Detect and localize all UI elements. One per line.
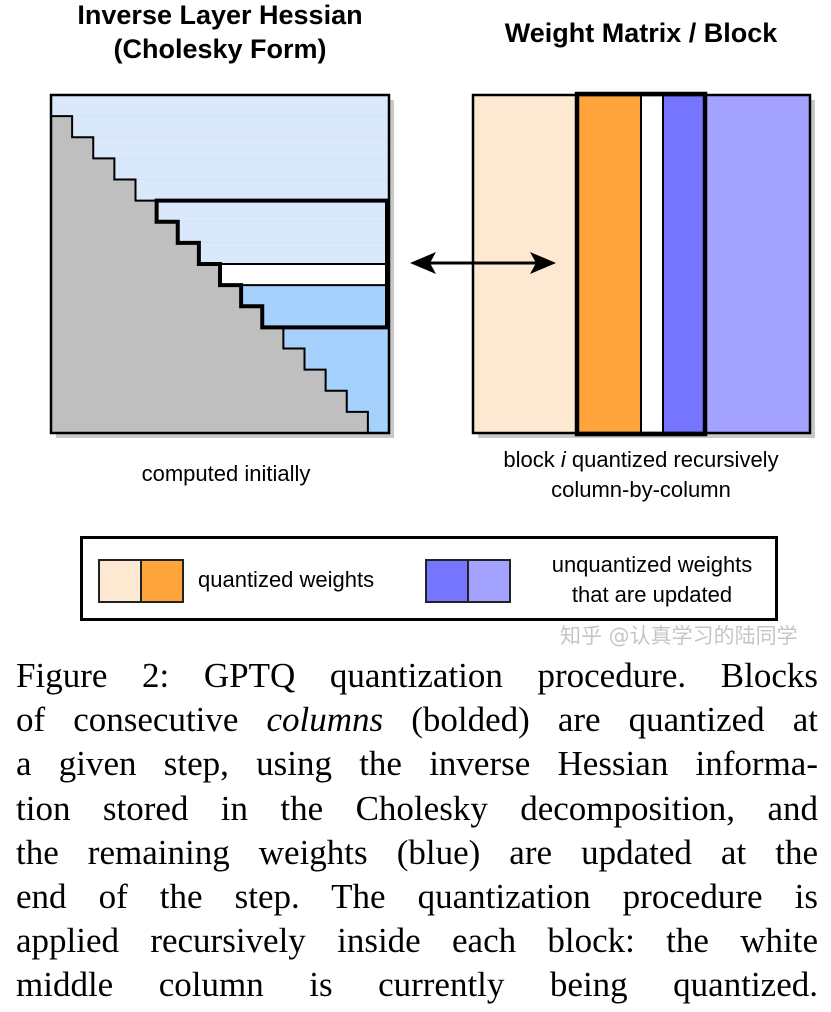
remaining-columns <box>703 94 811 434</box>
current-block-outline <box>154 198 389 330</box>
hessian-row <box>72 116 389 138</box>
legend-swatch-lavender <box>467 559 511 603</box>
hessian-row <box>367 411 389 434</box>
hessian-row <box>283 327 389 349</box>
current-block-outline-right <box>574 91 708 437</box>
caption-text: of consecutive <box>16 700 267 740</box>
legend-unquantized-label: unquantized weights that are updated <box>527 550 777 610</box>
right-label-post: quantized recursively <box>565 447 779 472</box>
hessian-row <box>177 221 389 244</box>
legend-swatch-orange <box>140 559 184 603</box>
legend-unquantized-line2: that are updated <box>571 582 733 607</box>
left-label: computed initially <box>141 461 311 486</box>
hessian-row <box>262 306 389 328</box>
right-label-line1: block i quantized recursively <box>441 445 831 475</box>
caption-line: middle column is currently being quantiz… <box>16 965 818 1005</box>
figure-caption: Figure 2: GPTQ quantization procedure. B… <box>16 654 818 1008</box>
block-unquantized-columns <box>662 94 705 434</box>
left-title: Inverse Layer Hessian (Cholesky Form) <box>20 0 420 66</box>
arrow-head-right <box>530 252 556 274</box>
block-quantized-columns <box>576 94 642 434</box>
hessian-row <box>241 285 389 307</box>
right-label-italic: i <box>560 447 566 472</box>
hessian-row <box>325 369 389 392</box>
hessian-row <box>93 137 389 159</box>
caption-line: applied recursively inside each block: t… <box>16 921 818 961</box>
right-title: Weight Matrix / Block <box>504 18 778 48</box>
caption-line: end of the step. The quantization proced… <box>16 877 818 917</box>
arrow-head-left <box>410 252 436 274</box>
caption-line: a given step, using the inverse Hessian … <box>16 744 818 784</box>
hessian-row <box>220 264 389 286</box>
hessian-row <box>198 242 389 265</box>
watermark: 知乎 @认真学习的陆同学 <box>560 624 798 648</box>
current-column <box>640 94 664 434</box>
left-title-line2: (Cholesky Form) <box>113 34 327 64</box>
caption-line: Figure 2: GPTQ quantization procedure. B… <box>16 656 818 695</box>
right-label-pre: block <box>503 447 561 472</box>
left-title-line1: Inverse Layer Hessian <box>77 0 363 30</box>
caption-line: tion stored in the Cholesky decompositio… <box>16 788 818 828</box>
legend-quantized-label: quantized weights <box>198 567 375 592</box>
hessian-row <box>135 179 389 202</box>
legend-swatch-blue <box>425 559 469 603</box>
hessian-row <box>156 200 389 223</box>
gptq-diagram <box>49 91 815 438</box>
caption-italic: columns <box>266 700 384 740</box>
legend-swatch-peach <box>98 559 142 603</box>
hessian-row <box>346 390 389 413</box>
caption-text: (bolded) are quantized at <box>383 700 818 740</box>
caption-line: the remaining weights (blue) are updated… <box>16 832 818 872</box>
hessian-row <box>51 95 389 117</box>
legend-unquantized-line1: unquantized weights <box>551 552 753 577</box>
caption-line: of consecutive columns (bolded) are quan… <box>16 698 818 742</box>
hessian-row <box>304 348 389 371</box>
right-label: block i quantized recursively column-by-… <box>441 445 831 505</box>
right-label-line2: column-by-column <box>551 477 731 502</box>
hessian-row <box>114 158 389 180</box>
